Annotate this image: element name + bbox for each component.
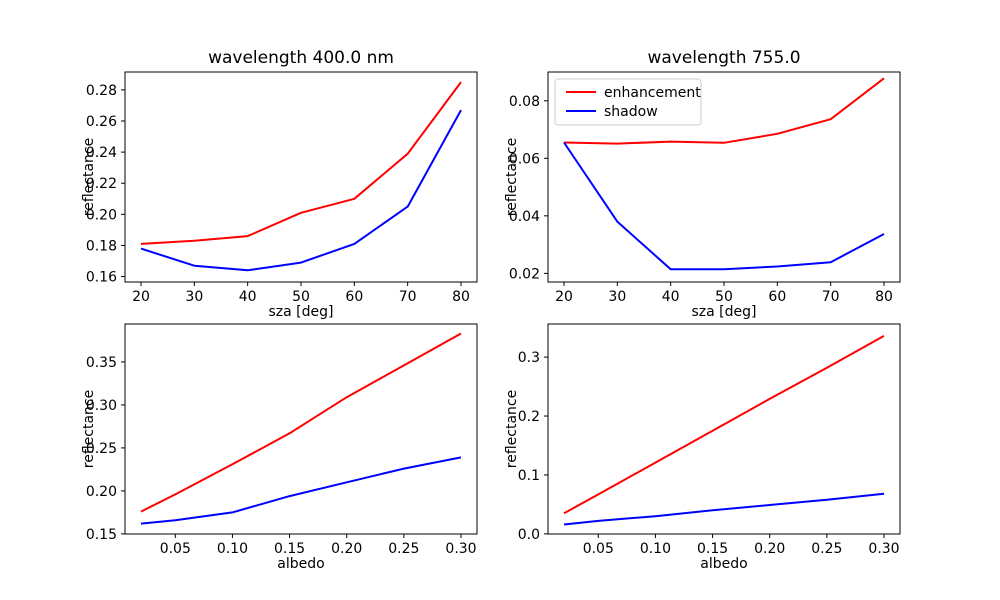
x-tick-label: 30 bbox=[185, 289, 203, 305]
y-axis-label: reflectance bbox=[504, 138, 520, 216]
x-axis-label: albedo bbox=[700, 556, 747, 572]
x-tick-label: 0.30 bbox=[445, 541, 476, 557]
y-tick-label: 0.35 bbox=[86, 355, 117, 371]
series-line-shadow bbox=[140, 109, 462, 272]
x-tick-label: 20 bbox=[132, 289, 150, 305]
y-tick-label: 0.30 bbox=[86, 398, 117, 414]
x-axis-label: albedo bbox=[277, 556, 324, 572]
y-tick-label: 0.1 bbox=[518, 468, 540, 484]
y-tick-label: 0.28 bbox=[86, 83, 117, 99]
series-line-enhancement bbox=[140, 332, 462, 513]
subplot-title: wavelength 755.0 bbox=[647, 48, 800, 68]
x-tick-label: 0.05 bbox=[583, 541, 614, 557]
x-tick-label: 0.05 bbox=[160, 541, 191, 557]
x-tick-label: 80 bbox=[452, 289, 470, 305]
x-tick-label: 0.10 bbox=[217, 541, 248, 557]
x-tick-label: 0.20 bbox=[754, 541, 785, 557]
series-line-enhancement bbox=[563, 77, 885, 145]
x-tick-label: 0.30 bbox=[868, 541, 899, 557]
y-tick-label: 0.04 bbox=[509, 209, 540, 225]
x-tick-label: 20 bbox=[555, 289, 573, 305]
y-tick-label: 0.24 bbox=[86, 145, 117, 161]
y-tick-label: 0.06 bbox=[509, 151, 540, 167]
legend: enhancement shadow bbox=[554, 78, 702, 126]
x-tick-label: 50 bbox=[292, 289, 310, 305]
x-tick-label: 60 bbox=[345, 289, 363, 305]
x-axis-label: sza [deg] bbox=[269, 304, 334, 320]
x-tick-label: 0.25 bbox=[811, 541, 842, 557]
series-line-enhancement bbox=[140, 81, 462, 245]
y-tick-label: 0.25 bbox=[86, 441, 117, 457]
x-tick-label: 40 bbox=[239, 289, 257, 305]
subplot-bottom-left: 0.05 0.10 0.15 0.20 0.25 0.30 0.15 0.20 0.25 0.30… bbox=[81, 323, 478, 572]
x-tick-label: 70 bbox=[822, 289, 840, 305]
plot-frame bbox=[547, 323, 901, 535]
x-tick-label: 70 bbox=[399, 289, 417, 305]
y-tick-label: 0.22 bbox=[86, 176, 117, 192]
series-line-shadow bbox=[140, 456, 462, 525]
x-tick-label: 0.25 bbox=[388, 541, 419, 557]
y-tick-label: 0.08 bbox=[509, 94, 540, 110]
y-tick-label: 0.2 bbox=[518, 409, 540, 425]
y-tick-label: 0.20 bbox=[86, 207, 117, 223]
legend-label-enhancement: enhancement bbox=[604, 85, 701, 101]
subplot-top-left: 20 30 40 50 60 70 80 0.16 0.18 0.20 0.22 0.24 0.26 0.… bbox=[81, 48, 478, 320]
series-line-enhancement bbox=[563, 335, 885, 515]
series-line-shadow bbox=[563, 141, 885, 271]
subplot-top-right: 20 30 40 50 60 70 80 0.02 0.04 0.06 0.08 wavelength… bbox=[504, 48, 901, 320]
x-tick-label: 0.15 bbox=[697, 541, 728, 557]
legend-label-shadow: shadow bbox=[604, 104, 658, 120]
x-tick-label: 0.10 bbox=[640, 541, 671, 557]
x-tick-label: 40 bbox=[662, 289, 680, 305]
y-tick-label: 0.0 bbox=[518, 527, 540, 543]
y-tick-label: 0.3 bbox=[518, 350, 540, 366]
subplot-title: wavelength 400.0 nm bbox=[208, 48, 394, 68]
x-tick-label: 60 bbox=[768, 289, 786, 305]
series-line-shadow bbox=[563, 492, 885, 526]
y-tick-label: 0.20 bbox=[86, 484, 117, 500]
x-tick-label: 0.15 bbox=[274, 541, 305, 557]
y-tick-label: 0.15 bbox=[86, 527, 117, 543]
y-tick-label: 0.18 bbox=[86, 238, 117, 254]
y-axis-label: reflectance bbox=[81, 390, 97, 468]
y-tick-label: 0.26 bbox=[86, 114, 117, 130]
y-tick-label: 0.02 bbox=[509, 266, 540, 282]
y-tick-label: 0.16 bbox=[86, 270, 117, 286]
y-axis-label: reflectance bbox=[81, 138, 97, 216]
x-tick-label: 80 bbox=[875, 289, 893, 305]
x-axis-label: sza [deg] bbox=[692, 304, 757, 320]
x-tick-label: 0.20 bbox=[331, 541, 362, 557]
x-tick-label: 50 bbox=[715, 289, 733, 305]
x-tick-label: 30 bbox=[608, 289, 626, 305]
subplot-bottom-right: 0.05 0.10 0.15 0.20 0.25 0.30 0.0 0.1 0.2 0.3 albe… bbox=[504, 323, 901, 572]
y-axis-label: reflectance bbox=[504, 390, 520, 468]
plot-frame bbox=[124, 323, 478, 535]
legend-box bbox=[554, 78, 702, 126]
